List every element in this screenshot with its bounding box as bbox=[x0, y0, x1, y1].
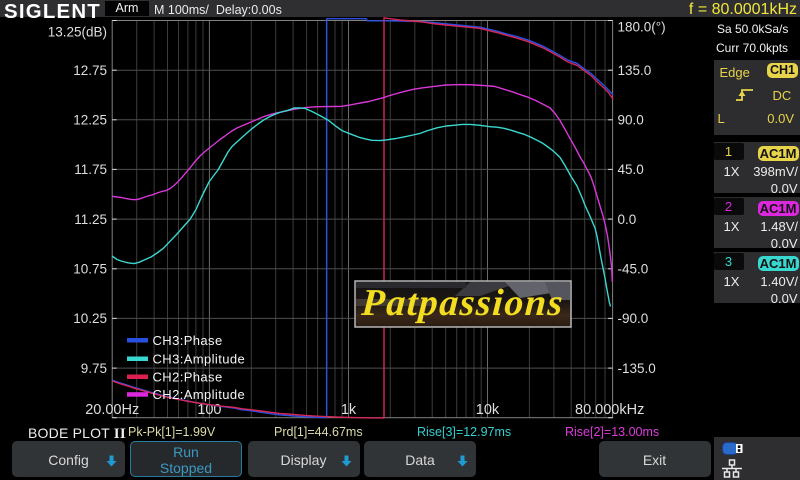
svg-text:80.000kHz: 80.000kHz bbox=[575, 402, 644, 418]
svg-text:12.25: 12.25 bbox=[73, 113, 107, 128]
svg-text:CH3:Amplitude: CH3:Amplitude bbox=[153, 352, 246, 367]
svg-text:CH2:Amplitude: CH2:Amplitude bbox=[153, 387, 246, 402]
svg-text:12.75: 12.75 bbox=[73, 63, 107, 78]
svg-text:-45.0: -45.0 bbox=[618, 262, 649, 277]
svg-text:11.25: 11.25 bbox=[74, 212, 107, 227]
svg-text:CH3:Phase: CH3:Phase bbox=[153, 333, 223, 348]
svg-text:-90.0: -90.0 bbox=[618, 311, 649, 326]
svg-text:10k: 10k bbox=[476, 402, 500, 418]
svg-text:10.75: 10.75 bbox=[73, 262, 107, 277]
svg-text:13.25(dB): 13.25(dB) bbox=[48, 24, 107, 39]
svg-text:Patpassions: Patpassions bbox=[359, 282, 565, 324]
svg-text:90.0: 90.0 bbox=[618, 113, 644, 128]
svg-text:11.75: 11.75 bbox=[74, 162, 107, 177]
svg-text:CH2:Phase: CH2:Phase bbox=[153, 370, 223, 385]
svg-text:135.0: 135.0 bbox=[618, 63, 652, 78]
svg-text:1k: 1k bbox=[341, 402, 357, 418]
svg-text:-135.0: -135.0 bbox=[618, 361, 656, 376]
svg-text:0.0: 0.0 bbox=[618, 212, 637, 227]
svg-text:10.25: 10.25 bbox=[73, 311, 107, 326]
svg-text:45.0: 45.0 bbox=[618, 162, 644, 177]
svg-text:20.00Hz: 20.00Hz bbox=[85, 402, 139, 418]
svg-text:9.75: 9.75 bbox=[81, 361, 107, 376]
svg-text:180.0(°): 180.0(°) bbox=[618, 20, 666, 35]
